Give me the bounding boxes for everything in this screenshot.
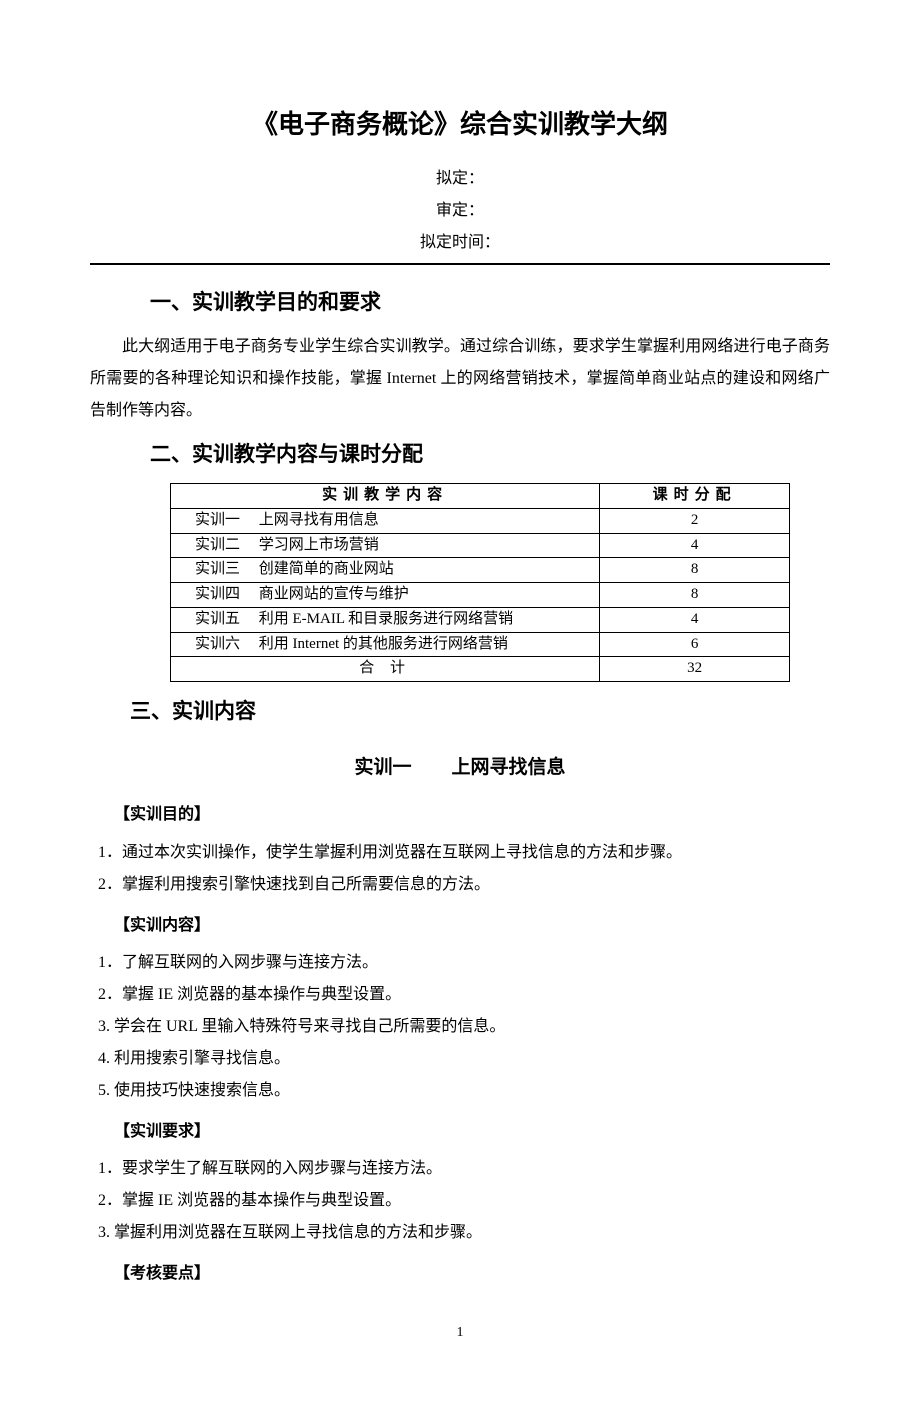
content-item: 1．了解互联网的入网步骤与连接方法。: [98, 947, 830, 979]
content-item: 4. 利用搜索引擎寻找信息。: [98, 1043, 830, 1075]
table-row: 实训五 利用 E-MAIL 和目录服务进行网络营销4: [171, 607, 790, 632]
require-heading: 【实训要求】: [114, 1117, 830, 1147]
table-sum-row: 合 计 32: [171, 657, 790, 682]
table-header-row: 实训教学内容 课时分配: [171, 484, 790, 509]
table-cell-content: 实训三 创建简单的商业网站: [171, 558, 600, 583]
table-sum-value: 32: [600, 657, 790, 682]
table-cell-content: 实训二 学习网上市场营销: [171, 533, 600, 558]
assess-heading: 【考核要点】: [114, 1259, 830, 1289]
purpose-heading: 【实训目的】: [114, 800, 830, 830]
table-row: 实训三 创建简单的商业网站8: [171, 558, 790, 583]
table-cell-hours: 4: [600, 533, 790, 558]
table-header-hours: 课时分配: [600, 484, 790, 509]
meta-draft-time: 拟定时间：: [90, 227, 830, 259]
table-cell-hours: 8: [600, 558, 790, 583]
content-item: 5. 使用技巧快速搜索信息。: [98, 1075, 830, 1107]
hours-table: 实训教学内容 课时分配 实训一 上网寻找有用信息2实训二 学习网上市场营销4实训…: [170, 483, 790, 682]
table-cell-content: 实训五 利用 E-MAIL 和目录服务进行网络营销: [171, 607, 600, 632]
table-row: 实训四 商业网站的宣传与维护8: [171, 583, 790, 608]
divider: [90, 263, 830, 265]
table-row: 实训六 利用 Internet 的其他服务进行网络营销6: [171, 632, 790, 657]
table-cell-hours: 8: [600, 583, 790, 608]
training-1-subtitle: 实训一 上网寻找信息: [90, 750, 830, 786]
table-cell-hours: 4: [600, 607, 790, 632]
section-1-heading: 一、实训教学目的和要求: [150, 283, 830, 323]
purpose-item: 1．通过本次实训操作，使学生掌握利用浏览器在互联网上寻找信息的方法和步骤。: [98, 837, 830, 869]
section-2-heading: 二、实训教学内容与课时分配: [150, 435, 830, 475]
meta-draft: 拟定：: [90, 163, 830, 195]
content-item: 3. 学会在 URL 里输入特殊符号来寻找自己所需要的信息。: [98, 1011, 830, 1043]
training-1-name: 上网寻找信息: [452, 757, 566, 778]
require-item: 1．要求学生了解互联网的入网步骤与连接方法。: [98, 1153, 830, 1185]
purpose-item: 2．掌握利用搜索引擎快速找到自己所需要信息的方法。: [98, 869, 830, 901]
table-sum-label: 合 计: [171, 657, 600, 682]
content-item: 2．掌握 IE 浏览器的基本操作与典型设置。: [98, 979, 830, 1011]
table-cell-content: 实训一 上网寻找有用信息: [171, 508, 600, 533]
table-cell-hours: 6: [600, 632, 790, 657]
meta-approve: 审定：: [90, 195, 830, 227]
document-title: 《电子商务概论》综合实训教学大纲: [90, 100, 830, 149]
table-cell-content: 实训四 商业网站的宣传与维护: [171, 583, 600, 608]
table-row: 实训一 上网寻找有用信息2: [171, 508, 790, 533]
table-header-content: 实训教学内容: [171, 484, 600, 509]
table-cell-content: 实训六 利用 Internet 的其他服务进行网络营销: [171, 632, 600, 657]
section-1-paragraph: 此大纲适用于电子商务专业学生综合实训教学。通过综合训练，要求学生掌握利用网络进行…: [90, 331, 830, 427]
require-item: 2．掌握 IE 浏览器的基本操作与典型设置。: [98, 1185, 830, 1217]
section-3-heading: 三、实训内容: [130, 692, 830, 732]
table-row: 实训二 学习网上市场营销4: [171, 533, 790, 558]
table-cell-hours: 2: [600, 508, 790, 533]
page-number: 1: [90, 1320, 830, 1347]
training-1-label: 实训一: [354, 757, 411, 778]
require-item: 3. 掌握利用浏览器在互联网上寻找信息的方法和步骤。: [98, 1217, 830, 1249]
content-heading: 【实训内容】: [114, 911, 830, 941]
